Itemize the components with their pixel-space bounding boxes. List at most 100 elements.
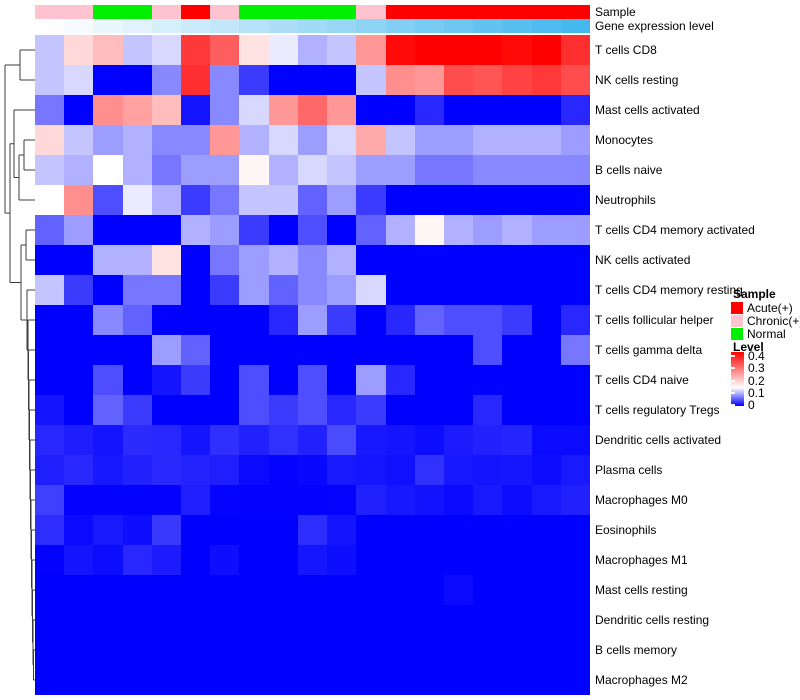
- gene-expression-annotation-cell: [356, 19, 386, 33]
- sample-annotation-cell: [502, 5, 532, 19]
- heatmap-cell: [122, 635, 152, 665]
- gene-expression-annotation-cell: [502, 19, 532, 33]
- heatmap-cell: [473, 605, 503, 635]
- heatmap-cell: [327, 545, 357, 575]
- heatmap-cell: [210, 215, 240, 245]
- heatmap-cell: [385, 125, 415, 155]
- heatmap-cell: [64, 215, 94, 245]
- heatmap-cell: [210, 575, 240, 605]
- heatmap-cell: [327, 485, 357, 515]
- heatmap-cell: [531, 455, 561, 485]
- heatmap-cell: [443, 545, 474, 575]
- sample-annotation-cell: [297, 5, 328, 19]
- heatmap-cell: [181, 485, 211, 515]
- heatmap-cell: [151, 515, 182, 545]
- heatmap-cell: [268, 455, 298, 485]
- heatmap-cell: [122, 35, 152, 65]
- heatmap-cell: [356, 515, 386, 545]
- heatmap-cell: [385, 65, 415, 95]
- heatmap-cell: [93, 275, 123, 305]
- heatmap-cell: [93, 65, 123, 95]
- heatmap-cell: [356, 485, 386, 515]
- heatmap-cell: [210, 455, 240, 485]
- heatmap-cell: [385, 605, 415, 635]
- heatmap-cell: [35, 455, 65, 485]
- row-label: B cells memory: [595, 643, 678, 657]
- heatmap-cell: [473, 95, 503, 125]
- heatmap-cell: [210, 335, 240, 365]
- heatmap-cell: [531, 35, 561, 65]
- heatmap-cell: [414, 185, 444, 215]
- heatmap-cell: [122, 215, 152, 245]
- heatmap-cell: [35, 275, 65, 305]
- heatmap-cell: [473, 125, 503, 155]
- heatmap-cell: [210, 635, 240, 665]
- heatmap-cell: [356, 665, 386, 695]
- heatmap-cell: [35, 335, 65, 365]
- heatmap-cell: [239, 455, 269, 485]
- heatmap-cell: [122, 95, 152, 125]
- heatmap-cell: [122, 545, 152, 575]
- heatmap-cell: [181, 245, 211, 275]
- sample-annotation-cell: [327, 5, 357, 19]
- heatmap-cell: [122, 665, 152, 695]
- heatmap-cell: [151, 395, 182, 425]
- heatmap-cell: [443, 365, 474, 395]
- heatmap-cell: [151, 665, 182, 695]
- heatmap-cell: [181, 65, 211, 95]
- heatmap-cell: [356, 35, 386, 65]
- heatmap-cell: [385, 545, 415, 575]
- heatmap-cell: [181, 215, 211, 245]
- heatmap-cell: [356, 275, 386, 305]
- level-tick-label: 0.2: [748, 373, 765, 388]
- gene-expression-annotation-cell: [560, 19, 590, 33]
- heatmap-cell: [385, 485, 415, 515]
- heatmap-cell: [502, 305, 532, 335]
- heatmap-cell: [35, 125, 65, 155]
- heatmap-cell: [122, 155, 152, 185]
- heatmap-cell: [385, 95, 415, 125]
- heatmap-cell: [181, 575, 211, 605]
- heatmap-cell: [210, 425, 240, 455]
- heatmap-cell: [356, 65, 386, 95]
- gene-expression-annotation-cell: [64, 19, 94, 33]
- heatmap-cell: [414, 425, 444, 455]
- heatmap-cell: [473, 155, 503, 185]
- level-tick-dash: [731, 404, 735, 406]
- gene-expression-annotation-cell: [531, 19, 561, 33]
- heatmap-cell: [531, 155, 561, 185]
- sample-annotation-cell: [356, 5, 386, 19]
- legend-color-swatch: [731, 314, 743, 327]
- heatmap-cell: [531, 275, 561, 305]
- heatmap-cell: [502, 635, 532, 665]
- heatmap-cell: [414, 635, 444, 665]
- level-tick-dash: [731, 391, 735, 394]
- heatmap-cell: [327, 665, 357, 695]
- row-label: Plasma cells: [595, 463, 663, 477]
- heatmap-cell: [473, 395, 503, 425]
- heatmap-cell: [473, 545, 503, 575]
- heatmap-cell: [239, 515, 269, 545]
- level-tick-label: 0.4: [748, 349, 765, 363]
- legend-sample-title: Sample: [733, 287, 776, 301]
- heatmap-cell: [64, 335, 94, 365]
- heatmap-cell: [93, 125, 123, 155]
- row-label: Eosinophils: [595, 523, 657, 537]
- heatmap-cell: [268, 545, 298, 575]
- heatmap-cell: [210, 665, 240, 695]
- heatmap-cell: [473, 215, 503, 245]
- heatmap-cell: [64, 275, 94, 305]
- sample-annotation-cell: [560, 5, 590, 19]
- heatmap-cell: [181, 455, 211, 485]
- heatmap-cell: [385, 335, 415, 365]
- legend-sample-item: Chronic(+): [731, 314, 800, 328]
- heatmap-cell: [181, 35, 211, 65]
- heatmap-cell: [210, 185, 240, 215]
- heatmap-cell: [35, 545, 65, 575]
- heatmap-cell: [327, 605, 357, 635]
- heatmap-cell: [502, 35, 532, 65]
- heatmap-cell: [181, 275, 211, 305]
- heatmap-cell: [181, 365, 211, 395]
- heatmap-cell: [414, 95, 444, 125]
- heatmap-cell: [122, 365, 152, 395]
